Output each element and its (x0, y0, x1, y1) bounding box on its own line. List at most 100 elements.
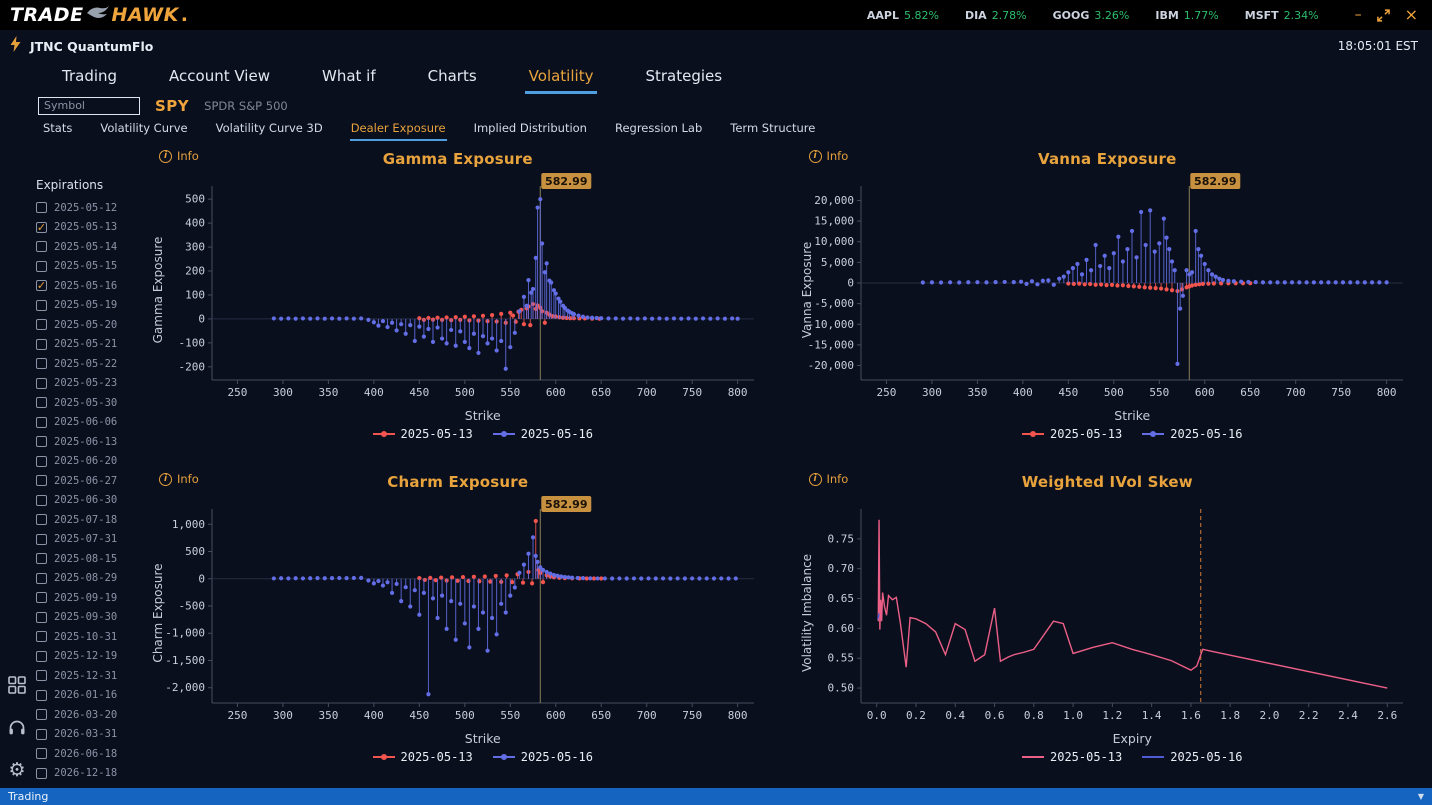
restore-button[interactable] (1376, 8, 1390, 22)
expiration-checkbox[interactable] (36, 494, 47, 506)
tab-stats[interactable]: Stats (43, 121, 73, 135)
expiration-checkbox[interactable] (36, 533, 47, 545)
tab-volatility-curve[interactable]: Volatility Curve (100, 121, 188, 135)
expiration-item[interactable]: 2025-06-20 (36, 452, 133, 472)
ivol-skew-chart[interactable]: 0.50 0.55 0.60 0.65 0.70 0.75 0.0 0.2 0.4 0.6 0.8 1… (797, 493, 1417, 733)
expiration-item[interactable]: 2025-05-15 (36, 257, 133, 277)
charm-info-button[interactable]: i Info (159, 472, 199, 486)
symbol-input[interactable] (38, 96, 140, 115)
gamma-info-button[interactable]: i Info (159, 149, 199, 163)
expiration-checkbox[interactable] (36, 611, 47, 623)
expiration-checkbox[interactable] (36, 728, 47, 740)
legend-item[interactable]: 2025-05-16 (492, 750, 593, 764)
tab-trading[interactable]: Trading (62, 67, 118, 85)
expiration-item[interactable]: 2025-12-31 (36, 666, 133, 686)
expiration-checkbox[interactable] (36, 689, 47, 701)
expiration-checkbox[interactable] (36, 436, 47, 448)
expiration-item[interactable]: 2025-05-23 (36, 374, 133, 394)
expiration-checkbox[interactable] (36, 299, 47, 311)
expiration-checkbox[interactable] (36, 631, 47, 643)
expiration-checkbox[interactable] (36, 202, 47, 214)
apps-grid-icon[interactable] (7, 675, 27, 699)
legend-item[interactable]: 2025-05-16 (1142, 750, 1243, 764)
gear-icon[interactable]: ⚙ (8, 759, 26, 781)
vanna-info-button[interactable]: i Info (808, 149, 848, 163)
expiration-item[interactable]: ✓ 2025-05-16 (36, 276, 133, 296)
tab-implied-distribution[interactable]: Implied Distribution (473, 121, 587, 135)
headset-icon[interactable] (7, 718, 27, 742)
tab-regression-lab[interactable]: Regression Lab (614, 121, 703, 135)
expiration-checkbox[interactable] (36, 319, 47, 331)
expiration-checkbox[interactable] (36, 748, 47, 760)
expiration-item[interactable]: 2025-06-13 (36, 432, 133, 452)
expiration-item[interactable]: 2025-05-19 (36, 296, 133, 316)
expiration-checkbox[interactable] (36, 377, 47, 389)
expiration-item[interactable]: 2025-06-06 (36, 413, 133, 433)
expiration-item[interactable]: 2025-05-12 (36, 198, 133, 218)
svg-text:450: 450 (409, 709, 429, 722)
gamma-exposure-chart[interactable]: -200 -100 0 100 200 300 400 500 250 300 350 400 450 5… (148, 170, 768, 410)
tab-dealer-exposure[interactable]: Dealer Exposure (349, 118, 447, 141)
expiration-checkbox[interactable] (36, 572, 47, 584)
expiration-item[interactable]: 2025-05-21 (36, 335, 133, 355)
expiration-checkbox[interactable] (36, 455, 47, 467)
expiration-checkbox[interactable]: ✓ (36, 220, 47, 234)
expiration-item[interactable]: 2026-01-16 (36, 686, 133, 706)
expiration-item[interactable]: 2026-12-18 (36, 764, 133, 784)
expiration-checkbox[interactable] (36, 670, 47, 682)
expiration-item[interactable]: 2026-03-31 (36, 725, 133, 745)
ivol-info-button[interactable]: i Info (808, 472, 848, 486)
expiration-checkbox[interactable] (36, 338, 47, 350)
charm-exposure-chart[interactable]: -2,000 -1,500 -1,000 -500 0 500 1,000 250 300 350… (148, 493, 768, 733)
expiration-item[interactable]: 2025-07-18 (36, 510, 133, 530)
tab-account-view[interactable]: Account View (169, 67, 270, 85)
expiration-item[interactable]: 2025-05-30 (36, 393, 133, 413)
legend-item[interactable]: 2025-05-16 (1142, 427, 1243, 441)
expiration-item[interactable]: 2026-03-20 (36, 705, 133, 725)
legend-item[interactable]: 2025-05-16 (492, 427, 593, 441)
expiration-item[interactable]: 2025-08-15 (36, 549, 133, 569)
legend-item[interactable]: 2025-05-13 (372, 427, 473, 441)
expiration-item[interactable]: 2025-05-20 (36, 315, 133, 335)
expiration-checkbox[interactable] (36, 397, 47, 409)
expiration-item[interactable]: 2025-06-27 (36, 471, 133, 491)
expiration-checkbox[interactable] (36, 767, 47, 779)
legend-item[interactable]: 2025-05-13 (372, 750, 473, 764)
expiration-checkbox[interactable] (36, 553, 47, 565)
minimize-button[interactable]: – (1354, 7, 1362, 23)
expiration-checkbox[interactable] (36, 650, 47, 662)
expiration-checkbox[interactable] (36, 260, 47, 272)
expiration-item[interactable]: 2025-09-19 (36, 588, 133, 608)
expiration-item[interactable]: ✓ 2025-05-13 (36, 218, 133, 238)
chart-title-ivol-skew: Weighted IVol Skew (1021, 473, 1193, 491)
tab-volatility-curve-3d[interactable]: Volatility Curve 3D (215, 121, 323, 135)
expiration-item[interactable]: 2025-05-22 (36, 354, 133, 374)
expiration-item[interactable]: 2025-07-31 (36, 530, 133, 550)
expiration-checkbox[interactable] (36, 358, 47, 370)
expiration-checkbox[interactable] (36, 416, 47, 428)
close-button[interactable]: × (1404, 5, 1418, 24)
expiration-checkbox[interactable]: ✓ (36, 279, 47, 293)
expiration-item[interactable]: 2025-10-31 (36, 627, 133, 647)
status-caret-icon[interactable]: ▼ (1417, 792, 1424, 801)
tab-charts[interactable]: Charts (427, 67, 477, 85)
expiration-item[interactable]: 2025-05-14 (36, 237, 133, 257)
tab-strategies[interactable]: Strategies (645, 67, 723, 85)
expiration-checkbox[interactable] (36, 241, 47, 253)
expiration-checkbox[interactable] (36, 475, 47, 487)
legend-item[interactable]: 2025-05-13 (1022, 750, 1122, 764)
expiration-item[interactable]: 2025-06-30 (36, 491, 133, 511)
tab-what-if[interactable]: What if (321, 67, 376, 85)
expiration-checkbox[interactable] (36, 592, 47, 604)
expiration-item[interactable]: 2025-08-29 (36, 569, 133, 589)
legend-item[interactable]: 2025-05-13 (1022, 427, 1122, 441)
expiration-checkbox[interactable] (36, 709, 47, 721)
expiration-item[interactable]: 2026-06-18 (36, 744, 133, 764)
expiration-item[interactable]: 2025-09-30 (36, 608, 133, 628)
expiration-checkbox[interactable] (36, 514, 47, 526)
legend-label: 2025-05-13 (400, 427, 473, 441)
vanna-exposure-chart[interactable]: -20,000 -15,000 -10,000 -5,000 0 5,000 10,000 1… (797, 170, 1417, 410)
tab-term-structure[interactable]: Term Structure (730, 121, 816, 135)
tab-volatility[interactable]: Volatility (524, 63, 598, 94)
expiration-item[interactable]: 2025-12-19 (36, 647, 133, 667)
